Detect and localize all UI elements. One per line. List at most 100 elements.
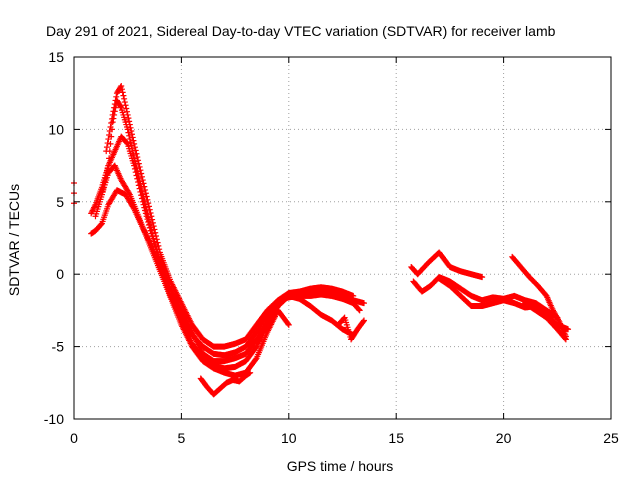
data-point bbox=[108, 115, 115, 122]
data-point bbox=[103, 144, 110, 151]
data-point bbox=[137, 181, 144, 188]
series-track-g bbox=[335, 314, 367, 343]
data-point bbox=[103, 148, 110, 155]
data-point bbox=[133, 165, 140, 172]
grid-lines bbox=[74, 57, 611, 419]
data-point bbox=[110, 108, 117, 115]
data-point bbox=[128, 128, 135, 135]
series-track-h bbox=[408, 249, 486, 281]
data-point bbox=[131, 155, 138, 162]
data-point bbox=[360, 318, 367, 325]
data-point bbox=[122, 102, 129, 109]
data-point bbox=[360, 300, 367, 307]
data-point bbox=[106, 155, 113, 162]
data-point bbox=[355, 306, 362, 313]
x-tick-label: 10 bbox=[281, 430, 297, 446]
data-point bbox=[142, 204, 149, 211]
data-point bbox=[138, 188, 145, 195]
data-point bbox=[149, 216, 156, 223]
data-point bbox=[118, 82, 125, 89]
data-point bbox=[142, 190, 149, 197]
data-point bbox=[109, 111, 116, 118]
data-point bbox=[356, 307, 363, 314]
data-point bbox=[129, 134, 136, 141]
data-point bbox=[148, 213, 155, 220]
data-point bbox=[118, 86, 125, 93]
data-point bbox=[105, 136, 112, 143]
data-point bbox=[107, 140, 114, 147]
data-point bbox=[134, 168, 141, 175]
data-point bbox=[145, 214, 152, 221]
x-tick-label: 15 bbox=[388, 430, 404, 446]
data-point bbox=[141, 198, 148, 205]
y-tick-label: -10 bbox=[44, 411, 64, 427]
data-point bbox=[104, 140, 111, 147]
data-point bbox=[148, 227, 155, 234]
data-point bbox=[117, 103, 124, 110]
data-point bbox=[138, 170, 145, 177]
data-point bbox=[106, 132, 113, 139]
series-track-f bbox=[197, 369, 254, 398]
data-point bbox=[135, 171, 142, 178]
data-point bbox=[119, 89, 126, 96]
data-point bbox=[247, 369, 254, 376]
data-point bbox=[285, 321, 292, 328]
data-point bbox=[112, 97, 119, 104]
series-track-l bbox=[522, 300, 569, 343]
y-tick-label: 0 bbox=[56, 266, 64, 282]
data-point bbox=[147, 224, 154, 231]
data-point bbox=[121, 95, 128, 102]
x-tick-label: 0 bbox=[70, 430, 78, 446]
data-point bbox=[106, 128, 113, 135]
data-point bbox=[285, 320, 292, 327]
data-point bbox=[139, 177, 146, 184]
data-point bbox=[113, 93, 120, 100]
data-point bbox=[130, 152, 137, 159]
data-point bbox=[145, 203, 152, 210]
data-point bbox=[111, 104, 118, 111]
data-point bbox=[145, 217, 152, 224]
data-point bbox=[145, 200, 152, 207]
data-point bbox=[125, 115, 132, 122]
data-point bbox=[479, 274, 486, 281]
data-point bbox=[135, 175, 142, 182]
data-point bbox=[360, 317, 367, 324]
data-point bbox=[139, 191, 146, 198]
data-point bbox=[141, 183, 148, 190]
series-track-a bbox=[88, 133, 357, 359]
data-point bbox=[135, 160, 142, 167]
data-point bbox=[138, 173, 145, 180]
data-point bbox=[107, 123, 114, 130]
y-tick-label: 5 bbox=[56, 194, 64, 210]
data-point bbox=[126, 121, 133, 128]
x-tick-label: 5 bbox=[178, 430, 186, 446]
data-point bbox=[146, 221, 153, 228]
data-point bbox=[126, 118, 133, 125]
data-point bbox=[123, 105, 130, 112]
data-point bbox=[131, 158, 138, 165]
data-point bbox=[562, 336, 569, 343]
data-points bbox=[71, 82, 572, 398]
data-point bbox=[155, 242, 162, 249]
series-track-c bbox=[103, 82, 363, 350]
data-point bbox=[121, 99, 128, 106]
data-point bbox=[123, 108, 130, 115]
y-tick-label: 15 bbox=[48, 49, 64, 65]
data-point bbox=[135, 157, 142, 164]
data-point bbox=[130, 137, 137, 144]
data-point bbox=[149, 219, 156, 226]
data-point bbox=[105, 162, 112, 169]
data-point bbox=[150, 223, 157, 230]
data-point bbox=[153, 236, 160, 243]
y-tick-label: 10 bbox=[48, 121, 64, 137]
data-point bbox=[565, 326, 572, 333]
data-point bbox=[136, 178, 143, 185]
chart-title: Day 291 of 2021, Sidereal Day-to-day VTE… bbox=[46, 23, 556, 39]
data-point bbox=[146, 206, 153, 213]
data-point bbox=[142, 186, 149, 193]
x-tick-label: 20 bbox=[496, 430, 512, 446]
x-axis-label: GPS time / hours bbox=[287, 458, 394, 474]
y-axis-label: SDTVAR / TECUs bbox=[6, 184, 22, 296]
data-point bbox=[111, 101, 118, 108]
